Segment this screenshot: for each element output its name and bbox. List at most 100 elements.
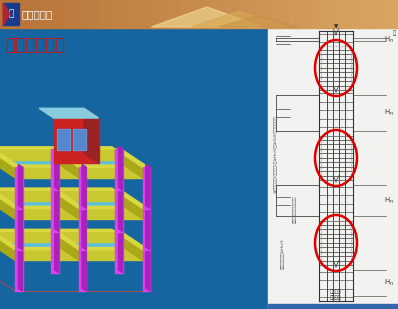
Bar (358, 0, 369, 28)
Polygon shape (146, 206, 150, 250)
Bar (30, 0, 41, 28)
Polygon shape (115, 149, 148, 167)
Polygon shape (51, 190, 59, 231)
Bar (90, 0, 101, 28)
Text: H$_n$: H$_n$ (384, 108, 394, 118)
Bar (119, 0, 131, 28)
Polygon shape (51, 190, 115, 201)
Polygon shape (51, 231, 79, 260)
Polygon shape (12, 165, 79, 167)
Bar (40, 0, 51, 28)
Polygon shape (73, 129, 86, 150)
Text: 基础顶面: 基础顶面 (330, 289, 342, 294)
Polygon shape (115, 190, 123, 231)
Bar (321, 221, 351, 265)
Polygon shape (0, 149, 51, 159)
Polygon shape (12, 206, 79, 209)
Polygon shape (55, 188, 59, 231)
Bar (0, 0, 11, 28)
Bar (268, 304, 398, 309)
Polygon shape (51, 149, 115, 159)
Text: ≥柱截面尺寸(短边尺寸)，≥Hn/6，≥500，箍筋最大值: ≥柱截面尺寸(短边尺寸)，≥Hn/6，≥500，箍筋最大值 (273, 116, 277, 193)
Polygon shape (146, 247, 150, 291)
Polygon shape (15, 250, 23, 291)
Bar (249, 0, 260, 28)
Text: 柱纵向钢筋绑扎接头范围: 柱纵向钢筋绑扎接头范围 (293, 195, 297, 223)
Bar (308, 0, 320, 28)
Bar (159, 0, 170, 28)
Polygon shape (18, 247, 23, 291)
Polygon shape (51, 190, 79, 219)
Bar (139, 0, 150, 28)
Bar (239, 0, 250, 28)
Bar (70, 0, 81, 28)
Polygon shape (82, 206, 86, 250)
Text: H$_n$: H$_n$ (384, 195, 394, 205)
Polygon shape (57, 129, 70, 150)
Polygon shape (55, 229, 59, 273)
Polygon shape (142, 250, 150, 291)
Bar (169, 0, 180, 28)
Polygon shape (55, 146, 59, 190)
Bar (259, 0, 270, 28)
Polygon shape (51, 149, 85, 167)
Polygon shape (48, 229, 115, 231)
Bar (109, 0, 121, 28)
Polygon shape (75, 206, 142, 209)
Bar (219, 0, 230, 28)
Polygon shape (0, 190, 142, 209)
Bar (321, 46, 351, 90)
Bar (20, 0, 31, 28)
Polygon shape (12, 248, 79, 250)
Polygon shape (0, 149, 21, 167)
Bar (60, 0, 71, 28)
Bar (199, 0, 210, 28)
Polygon shape (39, 108, 99, 118)
Bar (378, 0, 389, 28)
Polygon shape (79, 209, 86, 250)
Bar (3, 3, 19, 25)
Text: ▼: ▼ (334, 24, 338, 29)
Bar (129, 0, 140, 28)
Bar (388, 0, 398, 28)
Polygon shape (151, 7, 263, 27)
Polygon shape (115, 149, 142, 178)
Polygon shape (18, 206, 23, 250)
Polygon shape (0, 231, 15, 260)
Polygon shape (15, 167, 23, 209)
Polygon shape (48, 188, 115, 190)
Polygon shape (115, 190, 148, 209)
Text: 底部加密区范围≥Hn/3: 底部加密区范围≥Hn/3 (280, 239, 284, 269)
Polygon shape (82, 164, 86, 209)
Bar (10, 0, 21, 28)
Polygon shape (3, 3, 10, 25)
Polygon shape (219, 15, 298, 27)
Polygon shape (115, 231, 142, 260)
Polygon shape (82, 247, 86, 291)
Bar (269, 0, 280, 28)
Polygon shape (0, 190, 51, 201)
Polygon shape (15, 209, 79, 219)
Polygon shape (18, 164, 23, 209)
Polygon shape (0, 188, 51, 190)
Bar (318, 0, 330, 28)
Bar (368, 0, 379, 28)
Polygon shape (15, 250, 79, 260)
Text: 嵌固部位: 嵌固部位 (330, 295, 342, 300)
Polygon shape (0, 147, 51, 149)
Polygon shape (146, 164, 150, 209)
Polygon shape (191, 11, 287, 27)
Text: 住棁相互关联: 住棁相互关联 (5, 36, 65, 54)
Polygon shape (0, 190, 21, 209)
Polygon shape (0, 149, 142, 167)
Bar (209, 0, 220, 28)
Text: 广联达软件: 广联达软件 (21, 9, 52, 19)
Polygon shape (15, 209, 23, 250)
Bar (229, 0, 240, 28)
Polygon shape (79, 250, 86, 291)
Text: H$_n$: H$_n$ (384, 278, 394, 288)
Polygon shape (79, 167, 86, 209)
Polygon shape (0, 149, 15, 178)
Bar (189, 0, 200, 28)
Polygon shape (84, 108, 99, 163)
